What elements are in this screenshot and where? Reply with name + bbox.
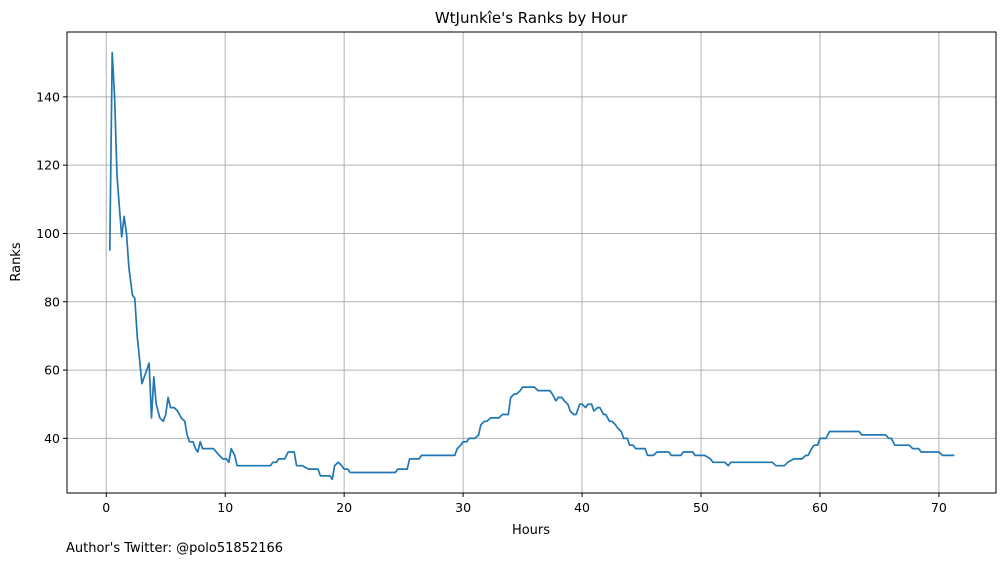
series-layer xyxy=(108,51,955,481)
x-tick-label: 10 xyxy=(217,500,233,515)
x-tick-label: 70 xyxy=(931,500,947,515)
x-tick-label: 0 xyxy=(102,500,110,515)
x-tick-label: 30 xyxy=(455,500,471,515)
x-axis-label: Hours xyxy=(512,523,550,538)
y-tick-label: 60 xyxy=(44,363,60,378)
y-axis: 40 60 80 100 120 140 xyxy=(36,89,67,446)
author-footer: Author's Twitter: @polo51852166 xyxy=(66,541,283,556)
y-tick-label: 140 xyxy=(36,89,60,104)
plot-frame xyxy=(66,31,997,494)
x-tick-label: 40 xyxy=(574,500,590,515)
x-tick-label: 50 xyxy=(693,500,709,515)
y-tick-label: 120 xyxy=(36,158,60,173)
grid-lines xyxy=(67,32,996,493)
y-tick-label: 80 xyxy=(44,294,60,309)
y-tick-label: 40 xyxy=(44,431,60,446)
x-axis: 0 10 20 30 40 50 60 70 xyxy=(102,493,947,515)
x-tick-label: 20 xyxy=(336,500,352,515)
y-tick-label: 100 xyxy=(36,226,60,241)
chart-title: WtJunkîe's Ranks by Hour xyxy=(435,9,628,27)
rank-series-line xyxy=(108,51,955,481)
y-axis-label: Ranks xyxy=(9,242,24,281)
x-tick-label: 60 xyxy=(812,500,828,515)
